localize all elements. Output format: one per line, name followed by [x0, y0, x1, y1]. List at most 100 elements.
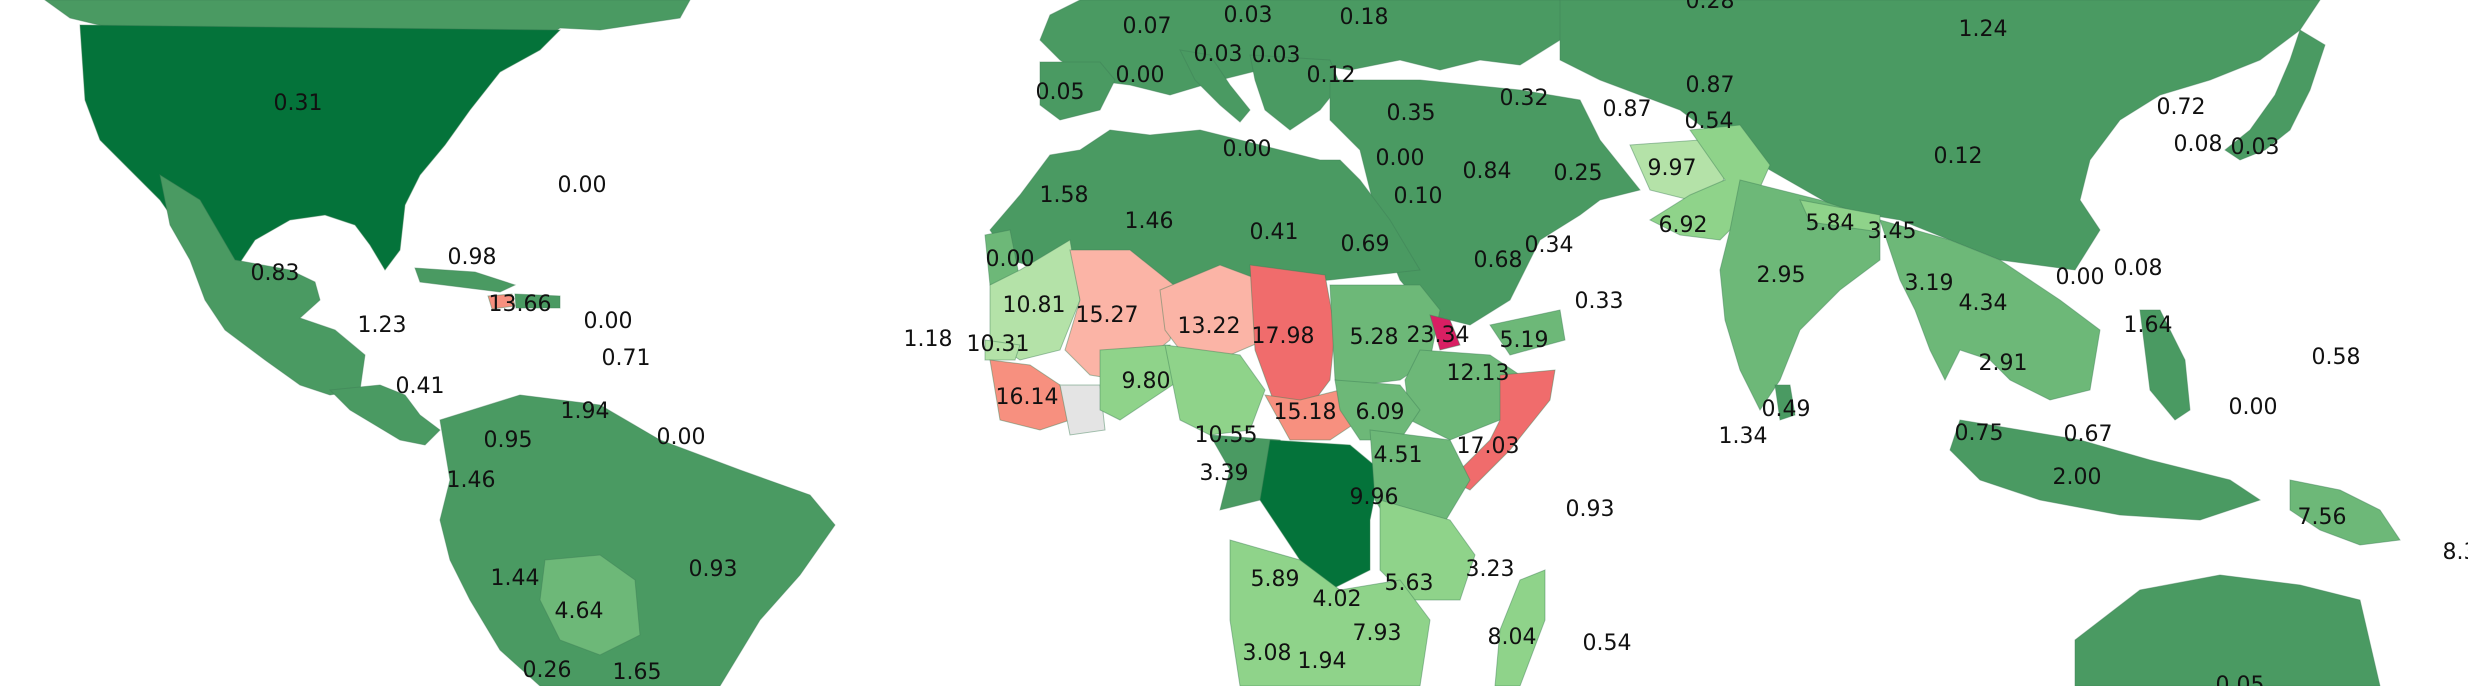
value-labels: 0.31 0.00 0.98 0.83 1.23 13.66 0.00 0.71 0.41 1.9… — [251, 0, 2468, 686]
region-haiti — [487, 293, 516, 310]
value-label-bolivia: 4.64 — [555, 599, 604, 624]
value-label-korea: 0.08 — [2174, 132, 2223, 157]
value-label-mali: 15.27 — [1076, 303, 1139, 328]
value-label-pacific: 0.58 — [2312, 345, 2361, 370]
value-label-greece: 0.12 — [1307, 63, 1356, 88]
region-eritrea — [1429, 314, 1461, 351]
value-label-nigeria: 10.55 — [1195, 423, 1258, 448]
region-italy — [1179, 49, 1251, 123]
value-label-somalia: 17.03 — [1457, 434, 1520, 459]
value-label-drc: 9.96 — [1350, 485, 1399, 510]
region-south-america — [439, 394, 836, 686]
value-label-senegal: 10.31 — [967, 332, 1030, 357]
value-label-djibouti: 5.19 — [1500, 328, 1549, 353]
value-label-caucasus: 0.32 — [1500, 86, 1549, 111]
value-label-japan: 0.03 — [2231, 135, 2280, 160]
value-label-namibia: 3.08 — [1243, 641, 1292, 666]
value-label-gabon: 3.39 — [1200, 461, 1249, 486]
value-label-seychelles: 0.93 — [1566, 497, 1615, 522]
region-burkina-ghana — [1099, 344, 1181, 421]
region-senegal — [984, 339, 1021, 361]
value-label-mauritania: 10.81 — [1003, 293, 1066, 318]
value-label-mozambique: 7.93 — [1353, 621, 1402, 646]
value-label-haiti: 13.66 — [489, 292, 552, 317]
value-label-bahamas: 0.98 — [448, 245, 497, 270]
region-drc — [1259, 439, 1381, 591]
region-southern-africa — [1229, 539, 1431, 686]
value-label-italy: 0.03 — [1194, 42, 1243, 67]
value-label-eritrea: 23.34 — [1407, 323, 1470, 348]
value-label-niger: 13.22 — [1178, 314, 1241, 339]
region-ethiopia — [1404, 349, 1521, 441]
region-russia-asia — [1559, 0, 2321, 271]
value-label-china: 0.12 — [1934, 144, 1983, 169]
value-label-caribbean: 0.71 — [602, 346, 651, 371]
value-label-uganda: 4.51 — [1374, 443, 1423, 468]
value-label-australia: 0.05 — [2216, 673, 2265, 686]
value-label-oman: 0.33 — [1575, 289, 1624, 314]
value-label-poland: 0.03 — [1224, 3, 1273, 28]
value-label-iraq: 0.84 — [1463, 159, 1512, 184]
value-label-indian-ocean: 0.00 — [2229, 395, 2278, 420]
value-label-nepal: 5.84 — [1806, 211, 1855, 236]
value-label-guyana: 0.00 — [657, 425, 706, 450]
value-label-uzbek: 0.87 — [1603, 97, 1652, 122]
region-bolivia — [539, 554, 641, 656]
value-label-guinea: 16.14 — [996, 385, 1059, 410]
value-label-south-sudan: 6.09 — [1356, 400, 1405, 425]
value-label-cyprus: 0.00 — [1376, 146, 1425, 171]
region-tanzania — [1379, 499, 1476, 601]
value-label-pr: 0.00 — [584, 309, 633, 334]
value-label-botswana: 1.94 — [1298, 649, 1347, 674]
region-ivory-coast — [1059, 384, 1106, 436]
value-label-tajik: 0.54 — [1685, 109, 1734, 134]
value-label-bhutan: 3.45 — [1868, 219, 1917, 244]
value-label-uae: 0.34 — [1525, 233, 1574, 258]
value-label-turkey: 0.35 — [1387, 101, 1436, 126]
value-label-india: 2.95 — [1757, 263, 1806, 288]
value-label-algeria: 1.46 — [1125, 209, 1174, 234]
value-label-car: 15.18 — [1274, 400, 1337, 425]
region-png — [2289, 479, 2401, 546]
region-iberia — [1039, 61, 1116, 121]
value-label-madagascar: 8.04 — [1488, 625, 1537, 650]
value-label-png: 7.56 — [2298, 505, 2347, 530]
value-label-paraguay: 1.65 — [613, 660, 662, 685]
value-label-maldives: 1.34 — [1719, 424, 1768, 449]
value-label-cambodia: 2.91 — [1979, 351, 2028, 376]
region-niger — [1159, 264, 1266, 356]
value-label-mongolia-cn: 0.72 — [2157, 95, 2206, 120]
value-label-brazil: 0.93 — [689, 557, 738, 582]
value-label-libya: 0.41 — [1250, 220, 1299, 245]
value-label-balkans: 0.03 — [1252, 43, 1301, 68]
value-label-burkina: 9.80 — [1122, 369, 1171, 394]
value-label-guatemala: 1.23 — [358, 313, 407, 338]
region-caribbean — [414, 267, 517, 293]
value-label-malaysia: 0.75 — [1955, 421, 2004, 446]
value-label-indonesia: 2.00 — [2053, 465, 2102, 490]
value-label-venezuela: 1.94 — [561, 399, 610, 424]
value-label-israel: 0.10 — [1394, 184, 1443, 209]
value-label-ukraine: 0.18 — [1340, 5, 1389, 30]
value-label-mauritius: 0.54 — [1583, 631, 1632, 656]
value-label-saudi: 0.68 — [1474, 248, 1523, 273]
value-label-france: 0.00 — [1116, 63, 1165, 88]
value-label-srilanka: 0.49 — [1762, 397, 1811, 422]
value-label-solomon: 8.3 — [2443, 540, 2468, 565]
value-label-ecuador: 1.46 — [447, 468, 496, 493]
value-label-morocco: 1.58 — [1040, 183, 1089, 208]
value-label-philippines: 1.64 — [2124, 313, 2173, 338]
value-label-laos: 0.00 — [2056, 265, 2105, 290]
value-label-comoros: 3.23 — [1466, 557, 1515, 582]
region-japan — [2224, 29, 2326, 161]
value-label-ethiopia: 12.13 — [1447, 361, 1510, 386]
region-mexico — [159, 173, 366, 396]
value-label-pakistan: 6.92 — [1659, 213, 1708, 238]
region-balkans-greece — [1249, 54, 1341, 131]
land-shapes — [44, 0, 2401, 686]
value-label-spain: 0.05 — [1036, 80, 1085, 105]
value-label-zambia: 4.02 — [1313, 587, 1362, 612]
value-label-iran: 0.25 — [1554, 161, 1603, 186]
value-label-western-sahara: 0.00 — [986, 247, 1035, 272]
value-label-malawi: 5.63 — [1385, 571, 1434, 596]
